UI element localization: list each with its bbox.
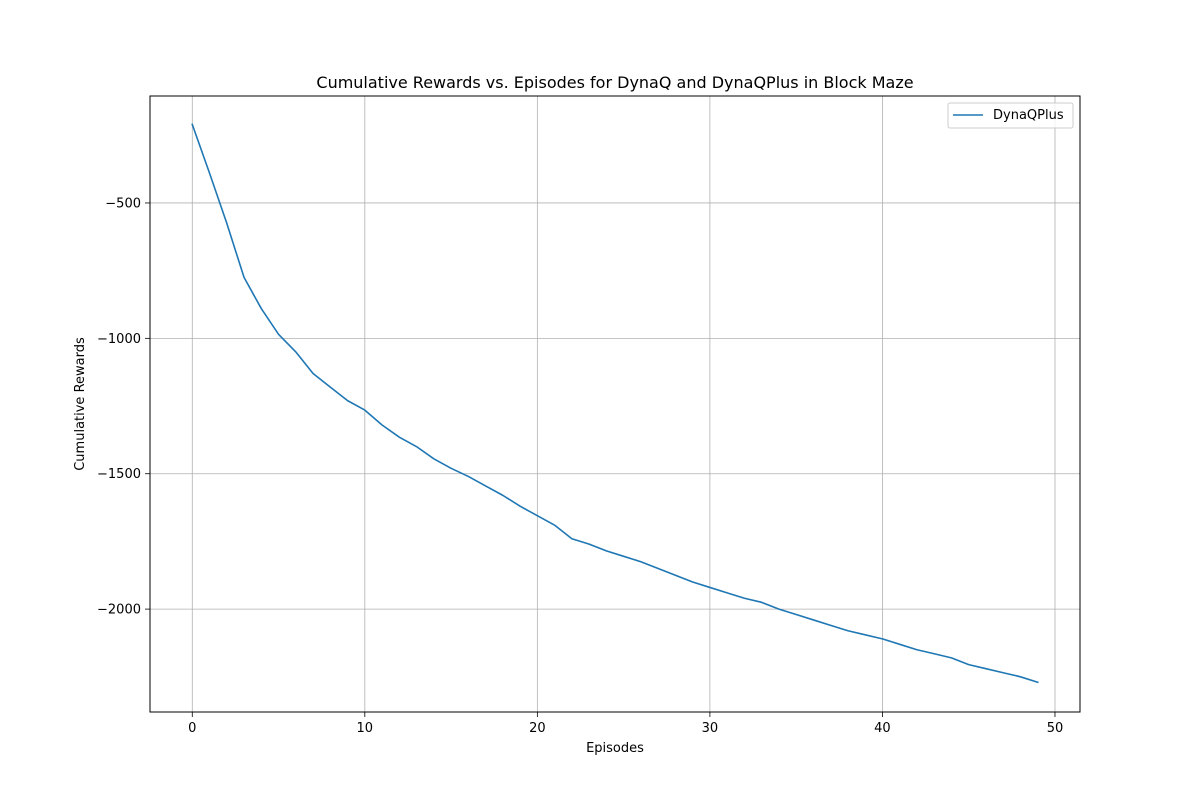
x-tick-label: 30	[702, 721, 719, 736]
chart-title: Cumulative Rewards vs. Episodes for Dyna…	[316, 73, 913, 92]
x-tick-label: 10	[357, 721, 374, 736]
legend-label-dynaqplus: DynaQPlus	[993, 108, 1064, 123]
y-tick-label: −1500	[97, 467, 141, 482]
x-tick-label: 0	[188, 721, 196, 736]
legend: DynaQPlus	[947, 102, 1074, 129]
axis-ticks: 0 10 20 30 40 50 −500 −1000 −1500 −2000	[97, 196, 1063, 736]
y-axis-label: Cumulative Rewards	[73, 337, 88, 471]
x-tick-label: 40	[874, 721, 891, 736]
y-tick-label: −1000	[97, 332, 141, 347]
grid-lines	[150, 96, 1080, 712]
y-tick-label: −500	[105, 196, 141, 211]
series-layer	[191, 123, 1039, 684]
series-line-dynaqplus	[191, 123, 1039, 684]
x-axis-label: Episodes	[586, 741, 644, 756]
legend-box	[947, 102, 1074, 129]
plot-frame	[149, 95, 1081, 713]
y-tick-label: −2000	[97, 603, 141, 618]
x-tick-label: 50	[1047, 721, 1064, 736]
x-tick-label: 20	[529, 721, 546, 736]
